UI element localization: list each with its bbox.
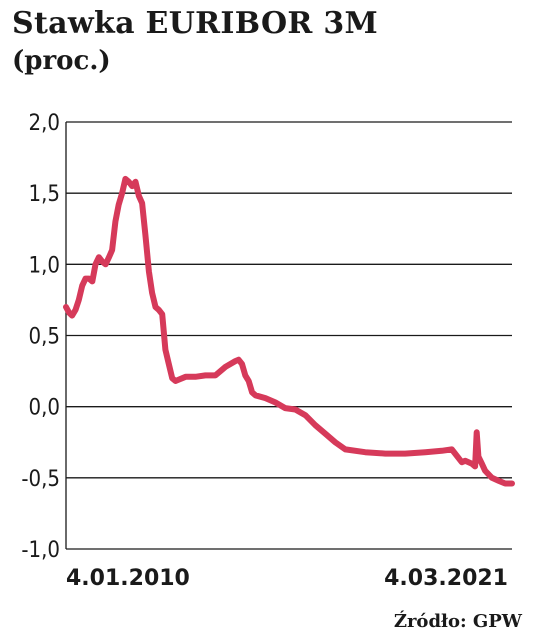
y-tick-label: -0,5	[21, 467, 60, 492]
source-note: Źródło: GPW	[393, 611, 522, 632]
y-tick-label: 1,0	[29, 253, 60, 278]
x-tick-label-start: 4.01.2010	[66, 566, 190, 591]
y-tick-label: 2,0	[29, 111, 60, 136]
gridlines	[66, 121, 512, 550]
x-axis: 4.01.2010 4.03.2021	[66, 566, 508, 591]
y-tick-label: 1,5	[29, 182, 60, 207]
y-tick-label: 0,0	[29, 396, 60, 421]
series-line	[63, 175, 515, 487]
series-group	[63, 175, 515, 487]
chart-subtitle: (proc.)	[12, 46, 111, 76]
y-tick-label: 0,5	[29, 325, 60, 350]
y-tick-label: -1,0	[21, 538, 60, 563]
x-tick-label-end: 4.03.2021	[384, 566, 508, 591]
chart-title: Stawka EURIBOR 3M	[12, 6, 379, 41]
y-axis: 2,0 1,5 1,0 0,5 0,0 -0,5 -1,0	[21, 111, 67, 563]
